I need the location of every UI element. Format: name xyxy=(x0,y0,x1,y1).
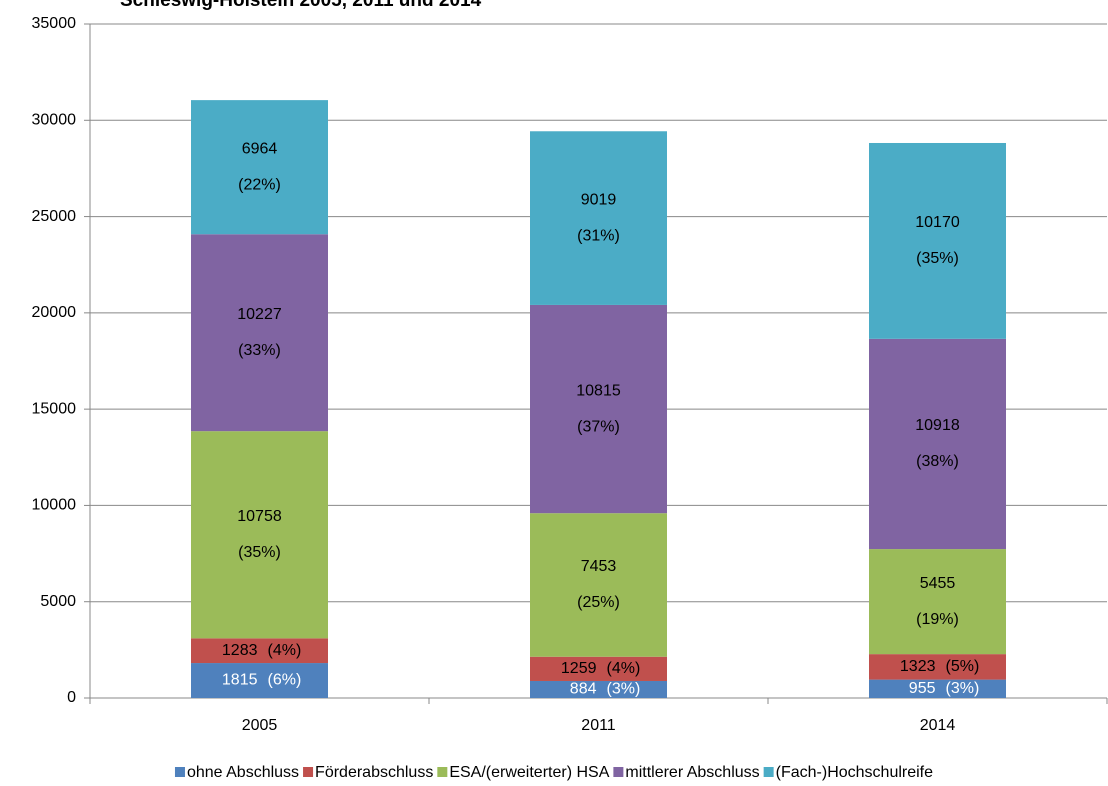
share-label: (35%) xyxy=(916,250,959,267)
share-label: (37%) xyxy=(577,418,620,435)
legend-swatch xyxy=(763,767,774,777)
share-label: (25%) xyxy=(577,594,620,611)
share-label: (3%) xyxy=(607,681,641,698)
data-label: 955 xyxy=(909,680,936,697)
bar-segment xyxy=(869,549,1006,655)
data-label: 10815 xyxy=(576,382,621,399)
bar-segment xyxy=(530,513,667,657)
y-tick-label: 0 xyxy=(67,689,76,706)
data-label: 10918 xyxy=(915,417,960,434)
legend-swatch xyxy=(437,767,448,777)
legend-label: Förderabschluss xyxy=(315,764,433,781)
y-tick-label: 15000 xyxy=(32,400,77,417)
bar-segment xyxy=(191,638,328,664)
legend-swatch xyxy=(613,767,624,777)
share-label: (22%) xyxy=(238,176,281,193)
y-tick-label: 35000 xyxy=(32,15,77,32)
share-label: (3%) xyxy=(946,680,980,697)
share-label: (35%) xyxy=(238,544,281,561)
legend-swatch xyxy=(174,767,185,777)
y-tick-label: 10000 xyxy=(32,497,77,514)
data-label: 884 xyxy=(570,681,597,698)
share-label: (33%) xyxy=(238,342,281,359)
x-tick-label: 2011 xyxy=(581,717,616,734)
legend-label: mittlerer Abschluss xyxy=(625,764,759,781)
data-label: 1323 xyxy=(900,658,936,675)
bar-segment xyxy=(530,656,667,681)
share-label: (31%) xyxy=(577,227,620,244)
y-tick-label: 25000 xyxy=(32,208,77,225)
y-tick-label: 30000 xyxy=(32,112,77,129)
bar-segment xyxy=(191,234,328,432)
data-label: 1259 xyxy=(561,660,597,677)
data-label: 7453 xyxy=(581,558,617,575)
data-label: 10170 xyxy=(915,214,960,231)
data-label: 6964 xyxy=(242,140,278,157)
share-label: (4%) xyxy=(268,642,302,659)
share-label: (38%) xyxy=(916,453,959,470)
bar-segment xyxy=(869,142,1006,339)
bar-segment xyxy=(191,663,328,698)
legend-label: ESA/(erweiterter) HSA xyxy=(449,764,609,781)
bar-segment xyxy=(869,679,1006,698)
legend-swatch xyxy=(303,767,314,777)
y-tick-label: 20000 xyxy=(32,304,77,321)
bar-segment xyxy=(191,431,328,639)
bar-segment xyxy=(530,304,667,514)
y-tick-label: 5000 xyxy=(40,593,76,610)
x-tick-label: 2014 xyxy=(920,717,956,734)
data-label: 1283 xyxy=(222,642,258,659)
share-label: (19%) xyxy=(916,611,959,628)
data-label: 9019 xyxy=(581,191,617,208)
x-tick-label: 2005 xyxy=(242,717,278,734)
chart-title: Schleswig-Holstein 2005, 2011 und 2014 xyxy=(120,0,482,11)
bar-segment xyxy=(869,338,1006,550)
share-label: (4%) xyxy=(607,660,641,677)
bar-segment xyxy=(191,100,328,235)
data-label: 10758 xyxy=(237,508,282,525)
data-label: 10227 xyxy=(237,306,282,323)
data-label: 5455 xyxy=(920,575,956,592)
bar-segment xyxy=(530,131,667,305)
bar-segment xyxy=(530,680,667,698)
legend-label: (Fach-)Hochschulreife xyxy=(776,764,933,781)
legend-label: ohne Abschluss xyxy=(187,764,299,781)
bar-segment xyxy=(869,654,1006,680)
share-label: (6%) xyxy=(268,672,302,689)
data-label: 1815 xyxy=(222,672,258,689)
share-label: (5%) xyxy=(946,658,980,675)
